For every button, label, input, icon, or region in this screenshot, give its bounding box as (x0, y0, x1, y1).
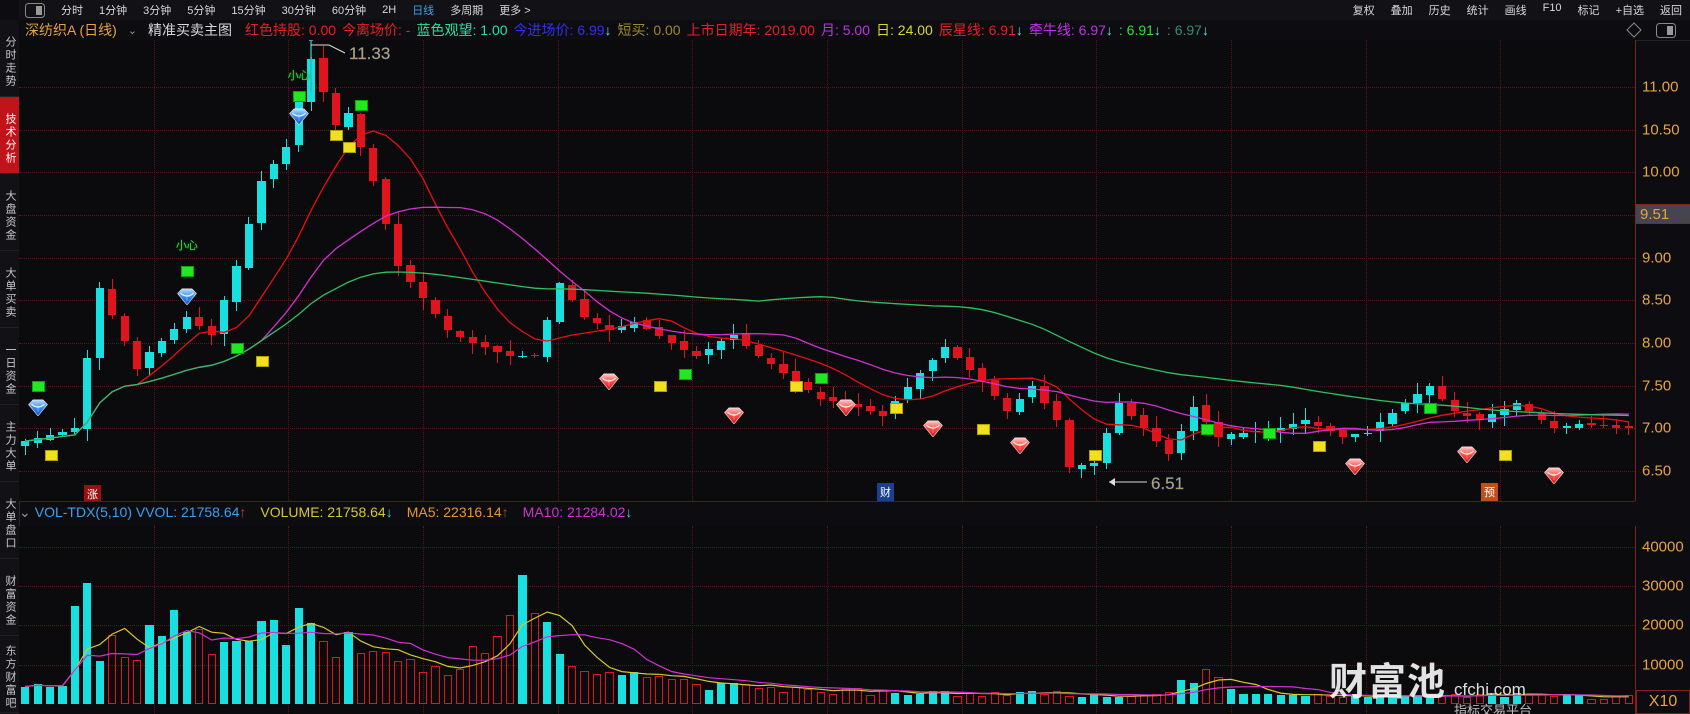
svg-text:6.51: 6.51 (1151, 474, 1184, 493)
svg-text:11.33: 11.33 (349, 44, 390, 63)
